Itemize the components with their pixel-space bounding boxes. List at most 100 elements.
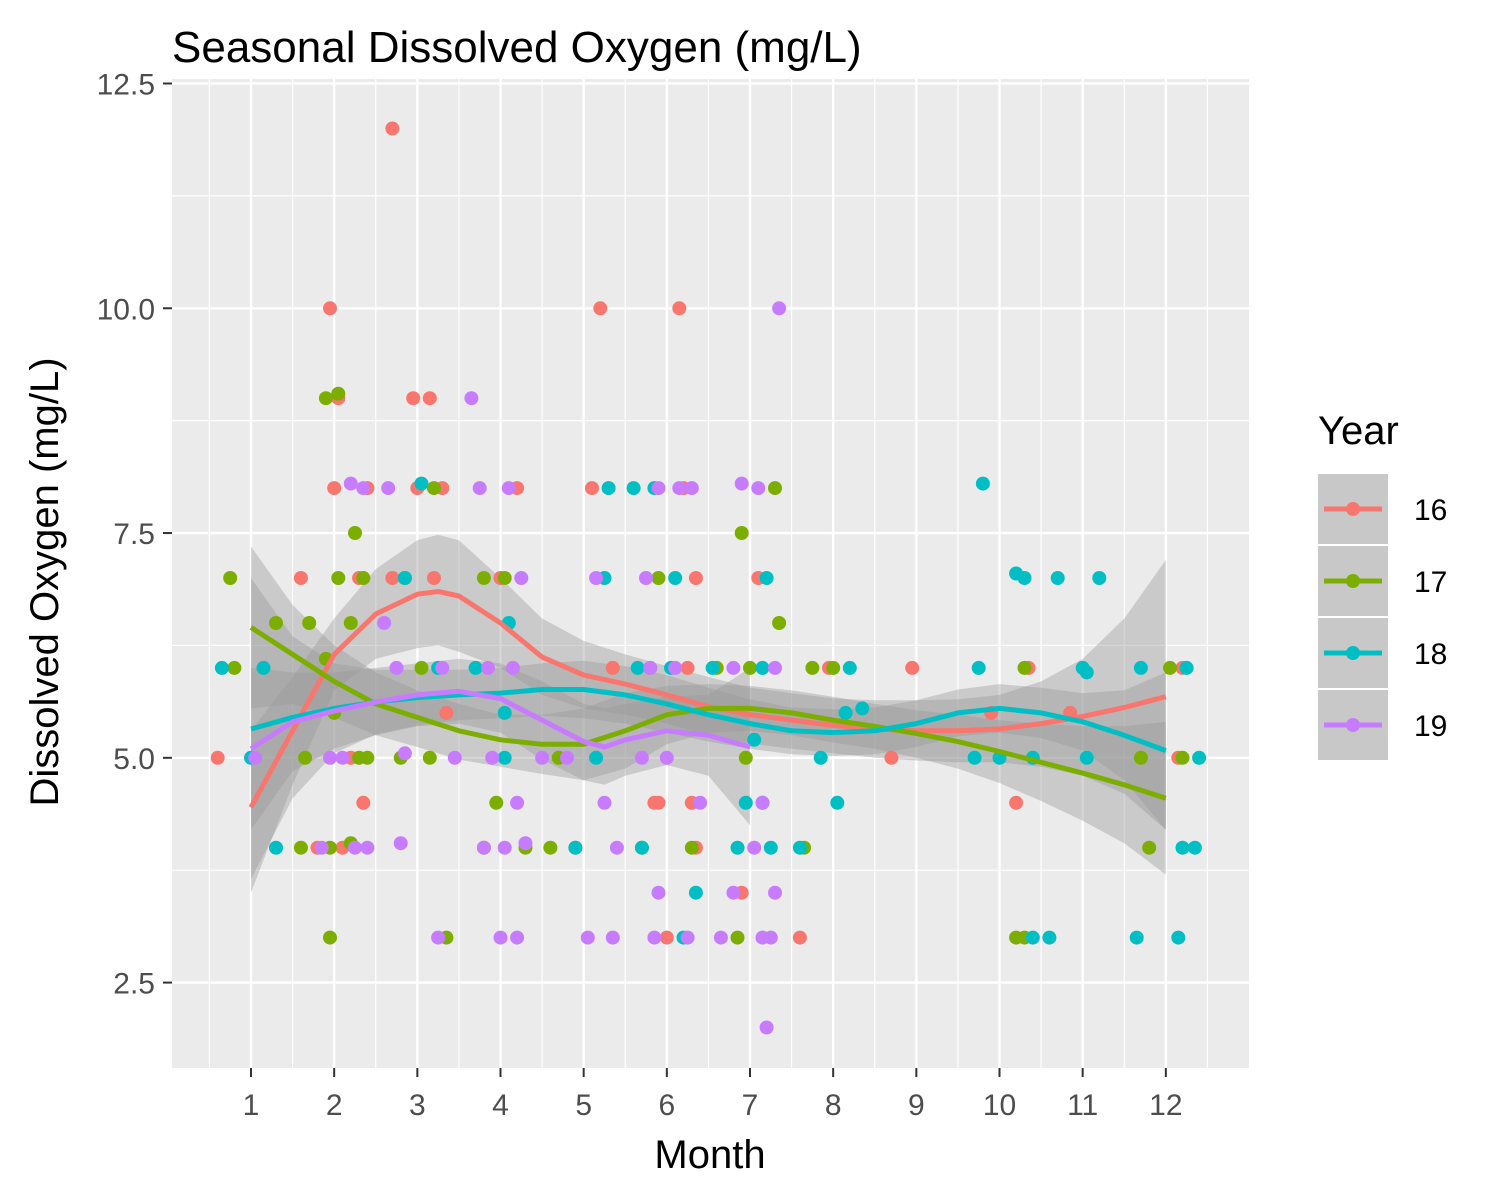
data-point-18 xyxy=(414,476,429,491)
data-point-16 xyxy=(884,750,899,765)
data-point-17 xyxy=(684,840,699,855)
data-point-18 xyxy=(626,481,641,496)
data-point-19 xyxy=(514,571,529,585)
data-point-17 xyxy=(1133,750,1148,765)
data-point-19 xyxy=(605,930,620,945)
data-point-19 xyxy=(589,571,604,585)
data-point-17 xyxy=(269,616,283,630)
data-point-19 xyxy=(763,930,778,945)
data-point-18 xyxy=(1050,571,1065,585)
data-point-16 xyxy=(605,660,620,675)
data-point-17 xyxy=(805,660,820,675)
legend-label: 16 xyxy=(1414,494,1447,527)
data-point-19 xyxy=(668,660,683,675)
data-point-17 xyxy=(738,750,753,765)
data-point-17 xyxy=(543,840,558,855)
data-point-16 xyxy=(439,705,454,720)
data-point-19 xyxy=(597,795,612,810)
data-point-19 xyxy=(768,660,782,675)
data-point-16 xyxy=(792,930,807,945)
data-point-18 xyxy=(975,476,990,491)
data-point-18 xyxy=(1017,571,1032,585)
x-tick-label: 4 xyxy=(492,1089,509,1122)
data-point-17 xyxy=(1175,750,1190,765)
data-point-17 xyxy=(414,660,429,675)
data-point-16 xyxy=(422,391,437,406)
data-point-18 xyxy=(855,701,870,716)
data-point-16 xyxy=(672,301,687,316)
plot-panel xyxy=(172,79,1249,1068)
data-point-19 xyxy=(751,481,766,496)
data-point-17 xyxy=(331,571,346,585)
data-point-17 xyxy=(422,750,437,765)
data-point-16 xyxy=(688,571,703,585)
data-point-19 xyxy=(680,930,695,945)
data-point-18 xyxy=(705,660,720,675)
x-axis: 1 2 3 4 5 6 7 8 9 10 11 12 xyxy=(243,1068,1183,1122)
data-point-18 xyxy=(468,660,483,675)
data-point-18 xyxy=(1025,930,1040,945)
data-point-19 xyxy=(726,660,741,675)
data-point-19 xyxy=(435,660,450,675)
data-point-19 xyxy=(431,930,446,945)
data-point-19 xyxy=(672,481,687,496)
data-point-19 xyxy=(501,481,516,496)
data-point-19 xyxy=(314,840,329,855)
data-point-17 xyxy=(427,481,441,496)
data-point-18 xyxy=(1042,930,1057,945)
y-tick-label: 10.0 xyxy=(97,293,155,326)
x-tick-label: 11 xyxy=(1067,1089,1098,1122)
data-point-19 xyxy=(360,840,375,855)
legend-label: 18 xyxy=(1414,638,1447,671)
data-point-19 xyxy=(335,750,350,765)
data-point-19 xyxy=(634,750,649,765)
data-point-18 xyxy=(842,660,857,675)
data-points xyxy=(210,121,1207,1035)
data-point-17 xyxy=(489,795,504,810)
x-tick-label: 2 xyxy=(326,1089,343,1122)
data-point-19 xyxy=(377,616,392,630)
data-point-19 xyxy=(713,930,728,945)
smooth-line-17 xyxy=(249,625,1167,801)
confidence-band-18 xyxy=(251,578,1166,880)
x-axis-title: Month xyxy=(654,1133,765,1177)
data-point-18 xyxy=(1092,571,1107,585)
data-point-19 xyxy=(447,750,462,765)
data-point-19 xyxy=(580,930,595,945)
data-point-19 xyxy=(747,840,762,855)
data-point-17 xyxy=(651,571,666,585)
data-point-18 xyxy=(967,750,982,765)
data-point-18 xyxy=(1179,660,1194,675)
data-point-18 xyxy=(1079,665,1094,680)
data-point-18 xyxy=(763,840,778,855)
data-point-16 xyxy=(585,481,599,496)
data-point-17 xyxy=(293,840,308,855)
data-point-18 xyxy=(838,705,853,720)
data-point-19 xyxy=(506,660,520,675)
data-point-19 xyxy=(693,795,708,810)
smooth-line-19 xyxy=(249,688,751,751)
data-point-18 xyxy=(971,660,986,675)
data-point-18 xyxy=(497,750,512,765)
major-gridlines xyxy=(172,79,1249,1068)
data-point-18 xyxy=(269,840,283,855)
x-tick-label: 5 xyxy=(575,1089,592,1122)
x-tick-label: 9 xyxy=(908,1089,925,1122)
data-point-18 xyxy=(1187,840,1202,855)
data-point-17 xyxy=(1017,660,1032,675)
y-tick-label: 5.0 xyxy=(113,743,155,776)
data-point-17 xyxy=(223,571,238,585)
y-axis-title: Dissolved Oxygen (mg/L) xyxy=(23,357,67,806)
legend-label: 17 xyxy=(1414,566,1447,599)
data-point-18 xyxy=(1175,840,1190,855)
data-point-19 xyxy=(518,836,533,851)
data-point-19 xyxy=(472,481,487,496)
legend-title: Year xyxy=(1318,409,1399,453)
data-point-16 xyxy=(905,660,920,675)
data-point-17 xyxy=(318,391,333,406)
data-point-16 xyxy=(327,481,342,496)
data-point-18 xyxy=(738,795,753,810)
data-point-18 xyxy=(747,732,762,747)
y-axis: 2.5 5.0 7.5 10.0 12.5 xyxy=(97,68,172,1001)
data-point-18 xyxy=(755,660,770,675)
